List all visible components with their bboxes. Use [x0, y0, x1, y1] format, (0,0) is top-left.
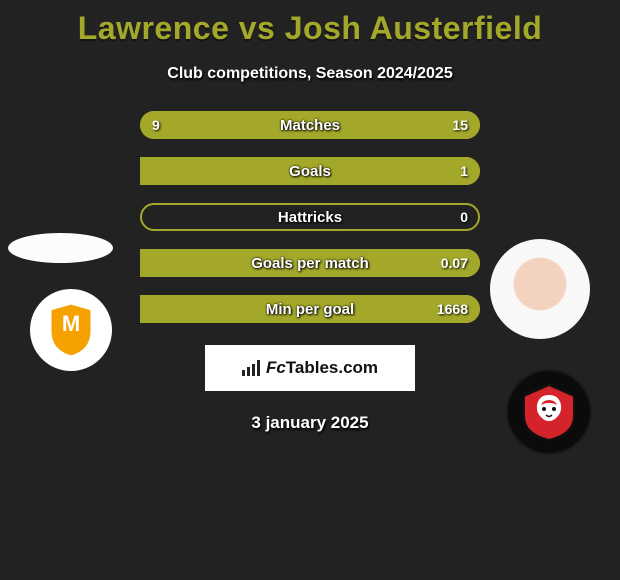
stat-right-value: 1668: [437, 295, 468, 323]
svg-text:M: M: [62, 311, 80, 336]
stat-label: Matches: [140, 111, 480, 139]
stat-right-value: 15: [452, 111, 468, 139]
comparison-panel: M Matches915Goals1Hattricks0Goals per ma…: [0, 111, 620, 323]
stat-row: Matches9 15: [140, 111, 480, 139]
brand-badge: FcTables.com: [205, 345, 415, 391]
stat-row: Hattricks0: [140, 203, 480, 231]
club-crest-left: M: [30, 289, 112, 371]
brand-text: FcTables.com: [266, 358, 378, 378]
stat-row: Goals1: [140, 157, 480, 185]
crest-salford-lion-icon: [519, 382, 579, 442]
stat-label: Min per goal: [140, 295, 480, 323]
crest-mk-dons-icon: M: [46, 301, 96, 359]
stat-label: Hattricks: [140, 203, 480, 231]
stat-bars: Matches9 15 Goals1 Hattricks0 Goals per matc…: [140, 111, 480, 323]
stat-left-value: 9: [152, 111, 160, 139]
bars-icon: [242, 360, 260, 376]
club-crest-right: [508, 371, 590, 453]
stat-row: Min per goal1668: [140, 295, 480, 323]
subtitle: Club competitions, Season 2024/2025: [0, 65, 620, 83]
stat-row: Goals per match0.07: [140, 249, 480, 277]
page-title: Lawrence vs Josh Austerfield: [0, 0, 620, 47]
stat-label: Goals per match: [140, 249, 480, 277]
stat-right-value: 0.07: [441, 249, 468, 277]
stat-right-value: 1: [460, 157, 468, 185]
avatar-right: [490, 239, 590, 339]
avatar-left: [8, 233, 113, 263]
stat-right-value: 0: [460, 203, 468, 231]
stat-label: Goals: [140, 157, 480, 185]
